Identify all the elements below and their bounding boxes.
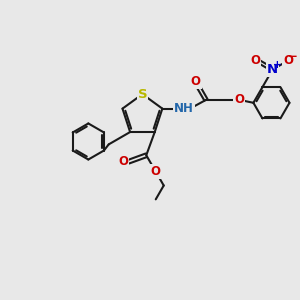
Text: O: O <box>191 75 201 88</box>
Text: S: S <box>138 88 147 100</box>
Text: NH: NH <box>174 102 194 115</box>
Text: O: O <box>283 54 293 67</box>
Text: O: O <box>250 54 260 67</box>
Text: O: O <box>118 155 128 168</box>
Text: N: N <box>267 63 278 76</box>
Text: O: O <box>151 165 161 178</box>
Text: O: O <box>234 93 244 106</box>
Text: +: + <box>273 60 281 70</box>
Text: −: − <box>288 50 298 63</box>
